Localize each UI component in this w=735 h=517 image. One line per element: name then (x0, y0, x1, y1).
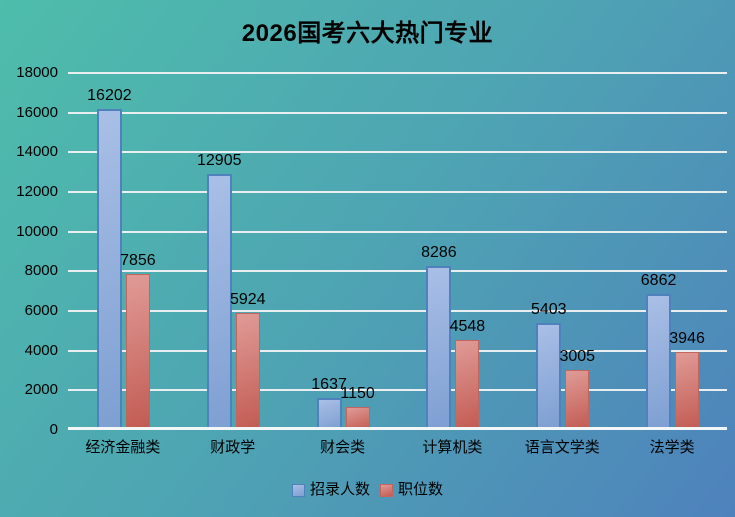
legend-item: 招录人数 (291, 481, 370, 499)
value-label: 5924 (229, 290, 266, 308)
value-label: 6862 (640, 271, 677, 289)
gridline (68, 230, 727, 233)
legend-label: 招录人数 (309, 481, 370, 498)
y-axis-tick-label: 18000 (16, 64, 58, 81)
bar-职位数-法学类 (675, 351, 700, 430)
category-label: 语言文学类 (524, 439, 600, 456)
gridline (68, 270, 727, 273)
value-label: 16202 (87, 86, 132, 104)
category-label: 财会类 (320, 439, 366, 456)
value-label: 1637 (311, 375, 347, 393)
gridline (68, 72, 727, 74)
bar-招录人数-法学类 (646, 293, 672, 430)
value-label: 7856 (120, 252, 156, 270)
y-axis-tick-label: 14000 (16, 143, 58, 161)
legend-swatch (380, 483, 393, 497)
y-axis-tick-label: 0 (49, 421, 58, 438)
plot-area: 16202 7856 12905 5924 1637 1150 8286 4548 5403 30… (68, 72, 727, 430)
legend-item: 职位数 (380, 481, 443, 499)
y-axis-tick-label: 2000 (24, 381, 58, 399)
gridline (68, 310, 727, 312)
y-axis-tick-label: 12000 (16, 183, 58, 200)
gridline (68, 151, 727, 154)
bar-招录人数-经济金融类 (96, 108, 122, 430)
y-axis-tick-label: 4000 (24, 341, 58, 359)
bar-招录人数-财会类 (316, 397, 342, 430)
category-label: 法学类 (649, 439, 695, 456)
y-axis-tick-label: 6000 (24, 302, 58, 319)
value-label: 1150 (340, 385, 375, 403)
bar-职位数-财政学 (235, 312, 260, 430)
bar-招录人数-语言文学类 (536, 322, 562, 430)
value-label: 12905 (197, 152, 242, 170)
chart-title: 2026国考六大热门专业 (241, 20, 494, 47)
gridline (68, 389, 727, 392)
y-axis-tick-label: 16000 (16, 103, 58, 121)
category-label: 财政学 (210, 439, 256, 456)
value-label: 3946 (669, 329, 705, 347)
value-label: 4548 (449, 317, 486, 335)
value-label: 8286 (421, 243, 457, 261)
gridline (68, 349, 727, 352)
bar-招录人数-财政学 (206, 174, 232, 430)
category-label: 经济金融类 (85, 439, 161, 456)
legend-label: 职位数 (398, 481, 444, 498)
legend: 招录人数 职位数 (0, 481, 735, 499)
y-axis-tick-label: 8000 (24, 262, 58, 280)
value-label: 3005 (559, 348, 596, 366)
category-label: 计算机类 (422, 439, 483, 456)
value-label: 5403 (530, 300, 567, 318)
x-axis-line (68, 427, 727, 430)
y-axis-tick-label: 10000 (16, 222, 58, 240)
legend-swatch (291, 483, 305, 497)
gridline (68, 191, 727, 193)
bar-招录人数-计算机类 (426, 265, 452, 430)
bar-职位数-语言文学类 (565, 370, 590, 430)
bar-职位数-计算机类 (455, 339, 480, 430)
gridline (68, 111, 727, 114)
bar-职位数-经济金融类 (125, 274, 150, 430)
